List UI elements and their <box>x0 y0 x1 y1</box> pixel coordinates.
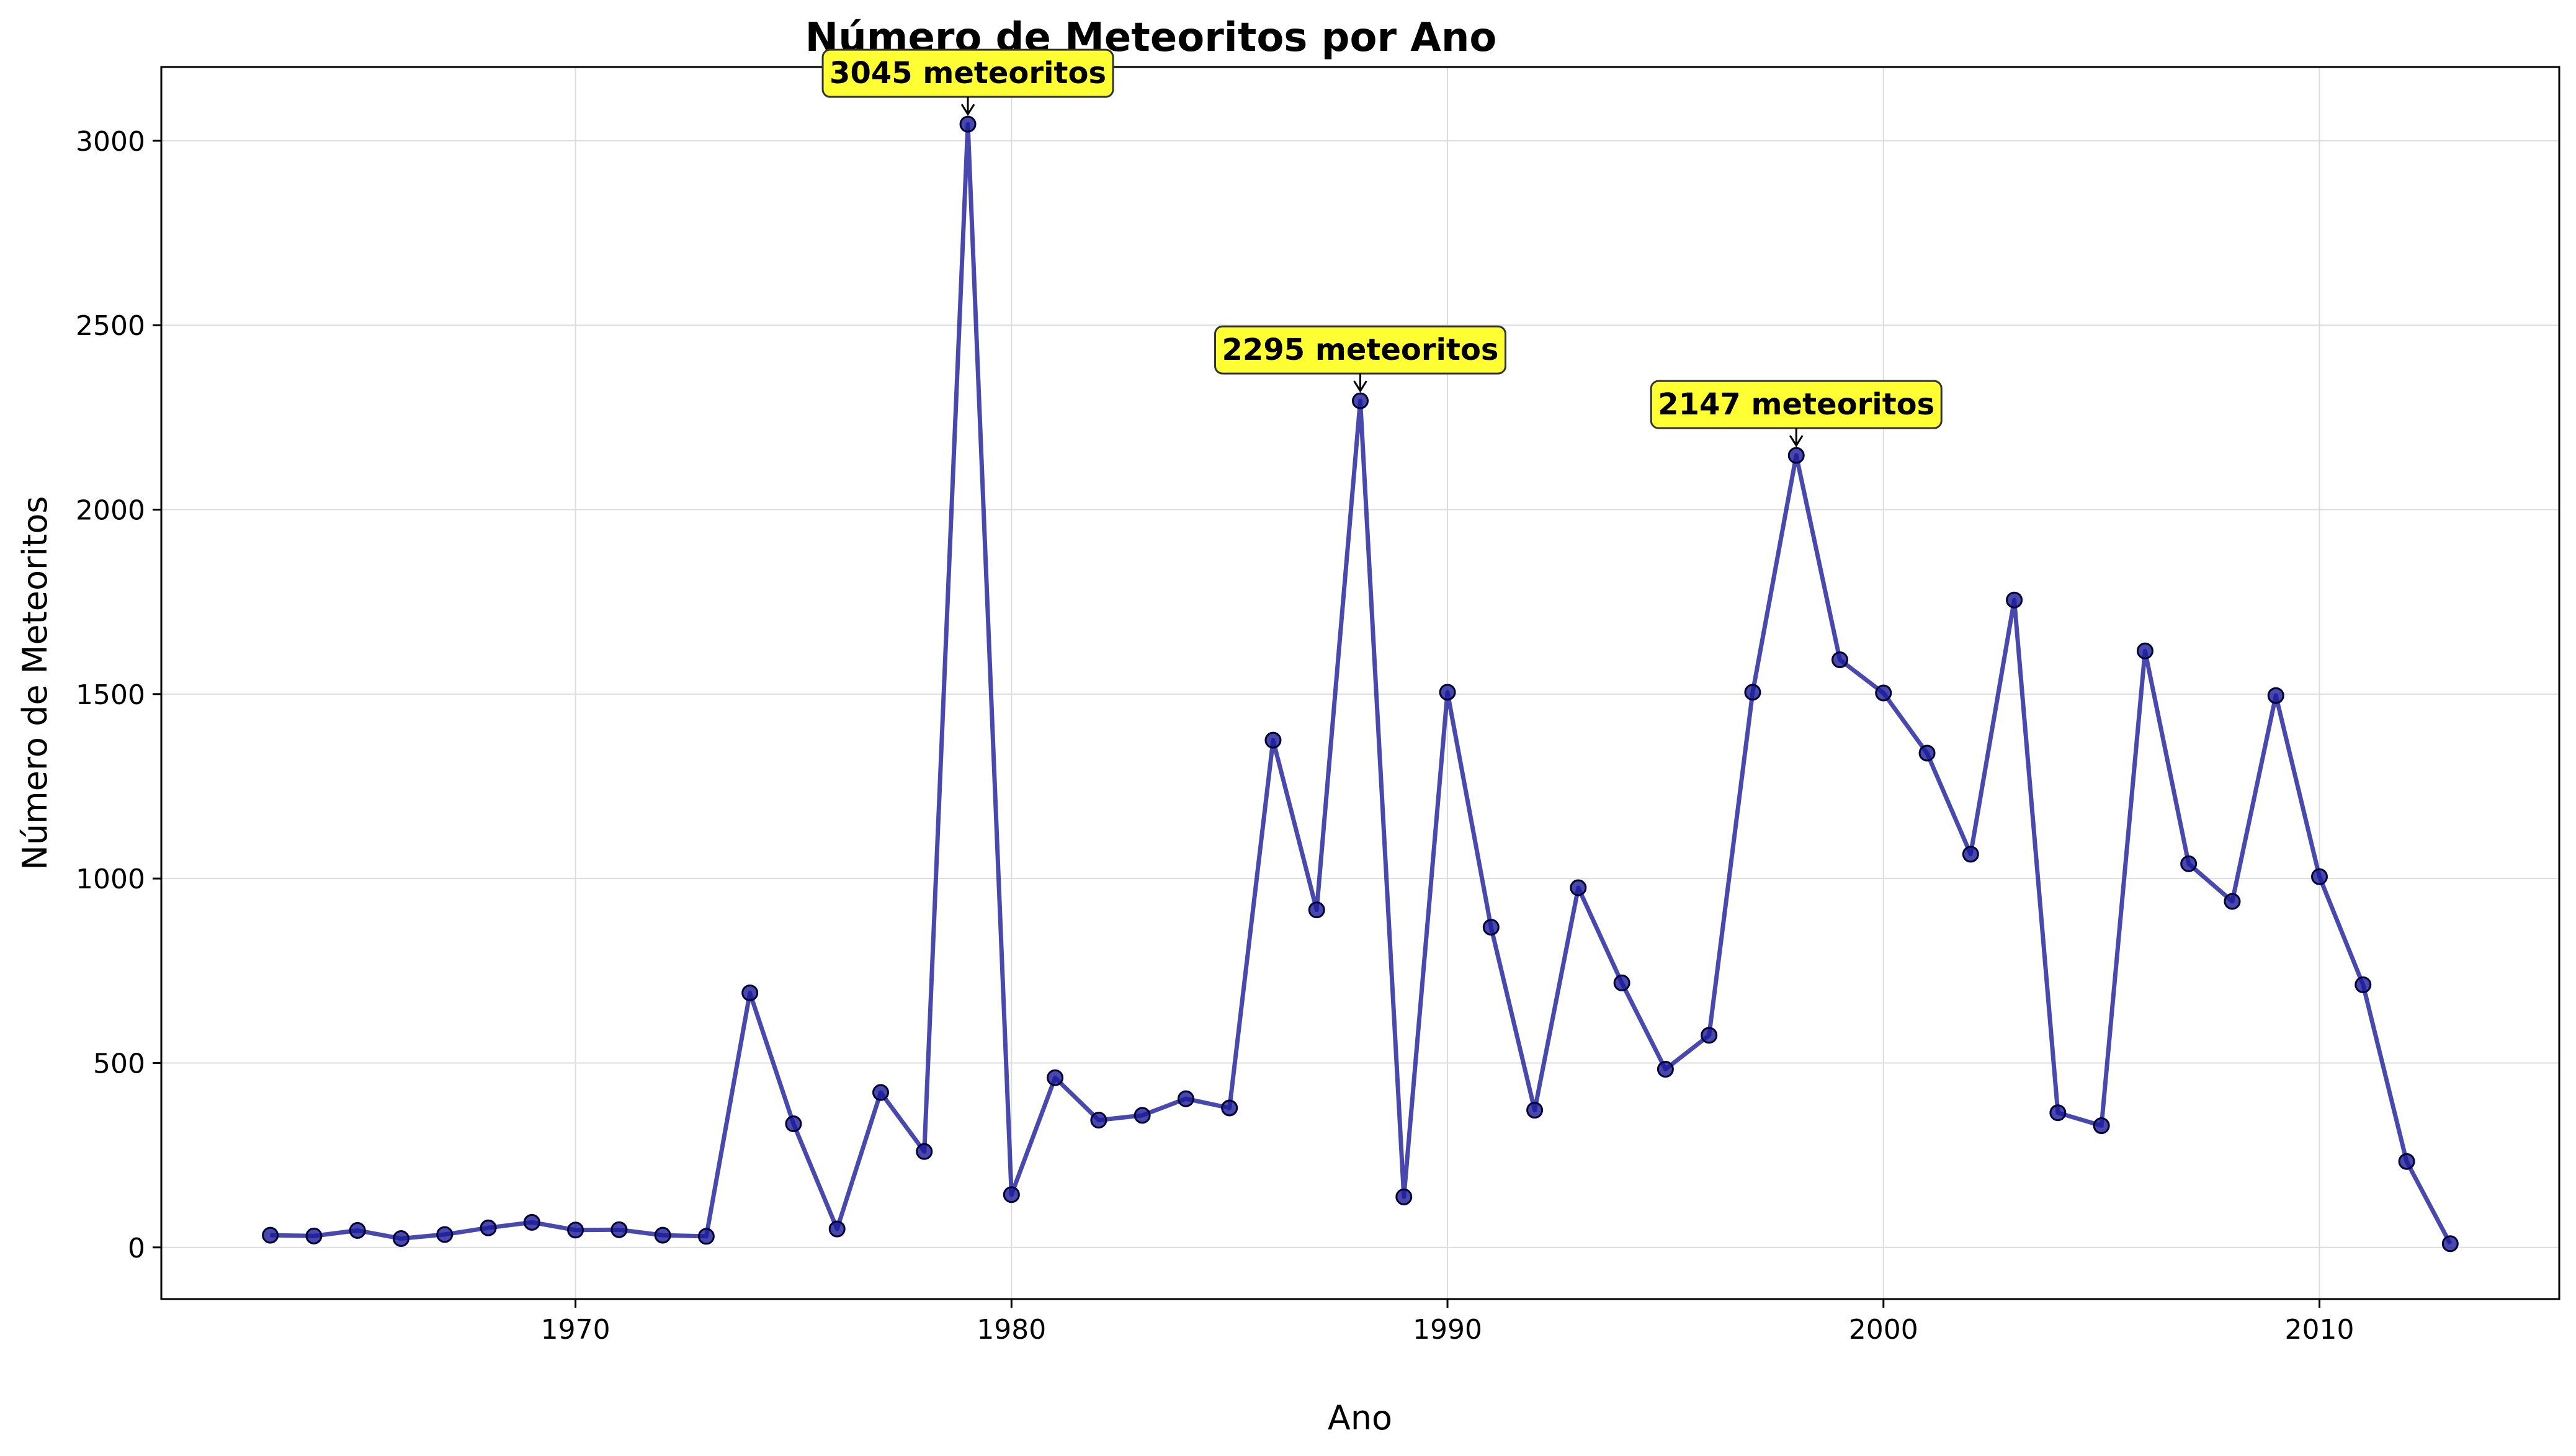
data-point <box>872 1084 889 1101</box>
data-point <box>1526 1102 1544 1119</box>
data-point <box>2398 1153 2415 1170</box>
y-tick-label: 3000 <box>76 126 145 158</box>
annotation-label: 3045 meteoritos <box>830 56 1106 91</box>
data-point <box>2136 642 2153 659</box>
data-point <box>959 115 977 133</box>
data-point <box>1003 1186 1020 1204</box>
data-point <box>2224 893 2241 910</box>
y-tick-label: 500 <box>93 1048 145 1079</box>
x-tick-label: 1970 <box>541 1314 610 1346</box>
data-point <box>2093 1117 2110 1135</box>
data-point <box>1090 1112 1107 1129</box>
annotation-label: 2147 meteoritos <box>1658 387 1934 422</box>
data-point <box>1264 731 1282 749</box>
data-point <box>567 1222 584 1239</box>
y-tick-label: 2500 <box>76 310 145 342</box>
x-tick-label: 2000 <box>1849 1314 1918 1346</box>
series-polyline <box>270 122 2453 1245</box>
data-point <box>1352 392 1369 409</box>
data-point <box>1570 879 1587 896</box>
data-point <box>1047 1069 1064 1086</box>
data-point <box>1787 447 1805 464</box>
data-point <box>1439 684 1456 701</box>
annotation: 2295 meteoritos <box>1214 325 1506 393</box>
data-point <box>1308 901 1325 919</box>
data-point <box>1831 651 1848 669</box>
grid-lines <box>161 67 2559 1299</box>
x-tick-label: 2010 <box>2285 1314 2355 1346</box>
y-tick-label: 1000 <box>76 864 145 895</box>
y-tick-label: 2000 <box>76 495 145 527</box>
annotation-arrowhead <box>1353 380 1367 393</box>
annotation-arrowhead <box>960 104 975 116</box>
y-axis-ticks: 0 500 1000 1500 2000 2500 3000 <box>76 126 161 1264</box>
data-point <box>1613 974 1630 991</box>
data-point <box>1918 744 1936 762</box>
data-point <box>349 1222 366 1239</box>
annotation: 2147 meteoritos <box>1650 380 1943 447</box>
data-point <box>523 1213 540 1231</box>
data-point <box>1875 684 1892 702</box>
x-axis-label: Ano <box>1328 1398 1392 1437</box>
plot-frame <box>160 66 2560 1300</box>
data-point <box>1701 1027 1718 1044</box>
data-point <box>785 1115 802 1133</box>
data-points <box>262 115 2459 1253</box>
data-point <box>2006 591 2023 609</box>
y-tick-label: 0 <box>128 1233 145 1264</box>
x-tick-label: 1990 <box>1413 1314 1482 1346</box>
data-point <box>2049 1104 2067 1122</box>
data-point <box>1744 684 1761 701</box>
y-tick-label: 1500 <box>76 679 145 711</box>
data-point <box>697 1228 715 1245</box>
data-point <box>1657 1061 1674 1078</box>
y-axis-label: Número de Meteoritos <box>16 496 55 870</box>
data-point <box>828 1220 846 1238</box>
data-point <box>1134 1107 1151 1124</box>
data-point <box>2311 868 2328 885</box>
data-point <box>2355 976 2372 993</box>
data-point <box>262 1226 279 1244</box>
x-axis-ticks: 1970 1980 1990 2000 2010 <box>541 1299 2355 1346</box>
data-point <box>305 1227 323 1244</box>
data-point <box>654 1226 671 1244</box>
data-point <box>436 1226 454 1243</box>
series-line <box>270 122 2453 1245</box>
data-point <box>1177 1090 1194 1107</box>
data-point <box>393 1230 409 1247</box>
annotation-label: 2295 meteoritos <box>1222 333 1499 367</box>
data-point <box>480 1219 497 1236</box>
data-point <box>610 1221 628 1238</box>
annotation-arrowhead <box>1789 435 1804 447</box>
x-tick-label: 1980 <box>977 1314 1046 1346</box>
data-point <box>1221 1099 1238 1117</box>
data-point <box>2267 687 2284 704</box>
data-point <box>1962 846 1979 863</box>
data-point <box>1395 1188 1413 1205</box>
data-point <box>2180 855 2198 872</box>
data-point <box>741 984 759 1001</box>
data-point <box>1482 919 1500 936</box>
annotation: 3045 meteoritos <box>821 48 1114 116</box>
annotations: 3045 meteoritos 2295 meteoritos 2147 meteo… <box>821 48 1943 447</box>
data-point <box>916 1143 933 1160</box>
data-point <box>2441 1235 2459 1253</box>
